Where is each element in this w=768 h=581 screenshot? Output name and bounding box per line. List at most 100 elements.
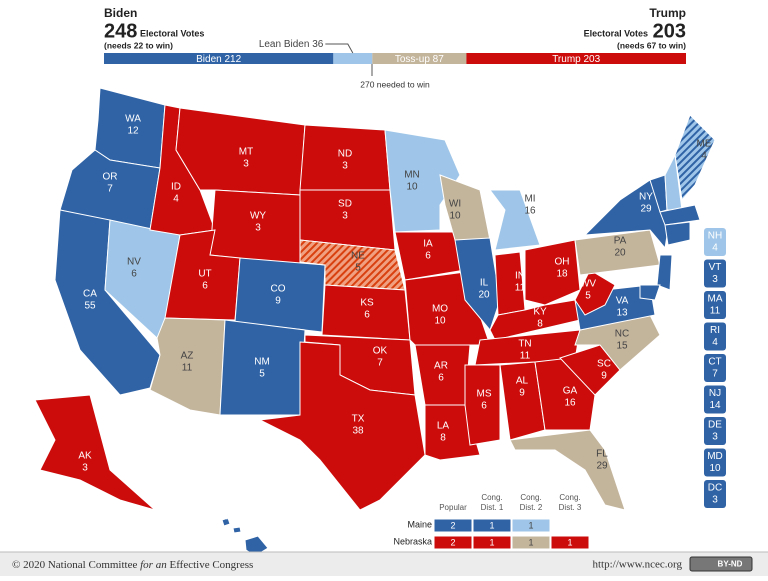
state-votes: 10: [709, 463, 721, 474]
state-abbr: VT: [709, 262, 722, 273]
state-votes: 3: [712, 432, 718, 443]
state-abbr: ND: [338, 149, 352, 160]
license-text: BY-ND: [718, 560, 743, 569]
state-shape: [659, 204, 701, 226]
column-header: Cong.: [481, 493, 502, 502]
split-cell: [472, 518, 512, 533]
state-votes: 10: [434, 316, 446, 327]
votes-label: Electoral Votes: [140, 28, 204, 38]
state-abbr: ME: [697, 139, 712, 150]
state-shape: [384, 129, 461, 233]
state-abbr: TX: [352, 414, 365, 425]
state-votes: 16: [524, 206, 536, 217]
state-votes: 7: [712, 369, 718, 380]
state-abbr: GA: [563, 386, 578, 397]
state-votes: 6: [425, 251, 431, 262]
copyright: © 2020 National Committee for an Effecti…: [12, 559, 253, 571]
votes-label: Electoral Votes: [584, 28, 648, 38]
small-state-box: [704, 259, 726, 288]
state-votes: 7: [377, 358, 383, 369]
state-votes: 6: [364, 310, 370, 321]
state-votes: 16: [564, 398, 576, 409]
segment-name: Biden: [196, 54, 222, 65]
state-votes: 4: [712, 243, 718, 254]
split-cell: [433, 518, 473, 533]
state-abbr: CT: [708, 357, 721, 368]
state-abbr: UT: [198, 269, 211, 280]
row-label: Maine: [407, 519, 432, 529]
small-state-box: [704, 228, 726, 256]
state-abbr: MN: [404, 170, 420, 181]
column-header: Popular: [439, 503, 467, 512]
state-votes: 3: [712, 274, 718, 285]
column-header: Cong.: [520, 493, 541, 502]
candidate-name: Biden: [104, 6, 137, 20]
copyright-part: Effective Congress: [167, 559, 254, 571]
state-votes: 4: [223, 524, 229, 535]
candidate-name: Trump: [649, 6, 686, 20]
state-abbr: KY: [533, 307, 547, 318]
state-abbr: CO: [271, 284, 286, 295]
state-votes: 3: [243, 159, 249, 170]
state-abbr: SC: [597, 359, 611, 370]
needs-to-win: (needs 22 to win): [104, 40, 173, 50]
state-votes: 8: [440, 433, 446, 444]
bar-segment: [333, 53, 373, 64]
state-votes: 6: [438, 373, 444, 384]
state-abbr: ID: [171, 182, 181, 193]
state-votes: 55: [84, 301, 96, 312]
state-votes: 5: [259, 369, 265, 380]
state-shape: [509, 429, 626, 511]
footer: © 2020 National Committee for an Effecti…: [0, 551, 768, 576]
state-votes: 6: [202, 281, 208, 292]
state-votes: 3: [342, 211, 348, 222]
bar-label: Lean Biden 36: [259, 39, 324, 50]
state-abbr: WY: [250, 211, 266, 222]
cell-value: 1: [567, 537, 572, 547]
state-votes: 5: [585, 291, 591, 302]
state-abbr: TN: [518, 339, 531, 350]
state-abbr: IN: [515, 271, 525, 282]
state-votes: 11: [520, 351, 531, 362]
state-votes: 9: [519, 388, 525, 399]
state-votes: 15: [616, 341, 628, 352]
row-label: Nebraska: [393, 536, 432, 546]
state-abbr: OH: [555, 257, 570, 268]
state-abbr: LA: [437, 421, 450, 432]
state-votes: 10: [449, 211, 461, 222]
small-state-box: [704, 354, 726, 382]
state-abbr: MA: [708, 294, 723, 305]
segment-name: Trump: [552, 54, 581, 65]
state-abbr: MD: [707, 451, 723, 462]
cell-value: 1: [489, 520, 494, 530]
state-abbr: HI: [221, 512, 231, 523]
state-votes: 12: [127, 126, 139, 137]
state-shape: [664, 221, 691, 246]
state-abbr: CA: [83, 289, 97, 300]
needs-to-win: (needs 67 to win): [617, 40, 686, 50]
segment-name: Lean Biden: [259, 39, 310, 50]
small-state-box: [704, 385, 726, 414]
state-votes: 38: [352, 426, 364, 437]
state-votes: 10: [406, 182, 418, 193]
column-header: Dist. 3: [559, 503, 582, 512]
state-shape: [639, 284, 661, 301]
state-abbr: IL: [480, 278, 489, 289]
bar-segment: [104, 53, 334, 64]
leader-line: [325, 43, 354, 54]
state-votes: 14: [709, 400, 721, 411]
state-shape: [258, 341, 426, 511]
state-shape: [454, 237, 501, 332]
state-shape: [489, 189, 541, 251]
column-header: Dist. 1: [481, 503, 504, 512]
state-votes: 20: [614, 248, 626, 259]
state-votes: 11: [710, 306, 721, 317]
cell-value: 1: [528, 520, 533, 530]
state-abbr: MO: [432, 304, 448, 315]
small-state-box: [704, 417, 726, 445]
state-votes: 13: [616, 308, 628, 319]
state-votes: 11: [182, 363, 193, 374]
state-votes: 7: [107, 184, 113, 195]
